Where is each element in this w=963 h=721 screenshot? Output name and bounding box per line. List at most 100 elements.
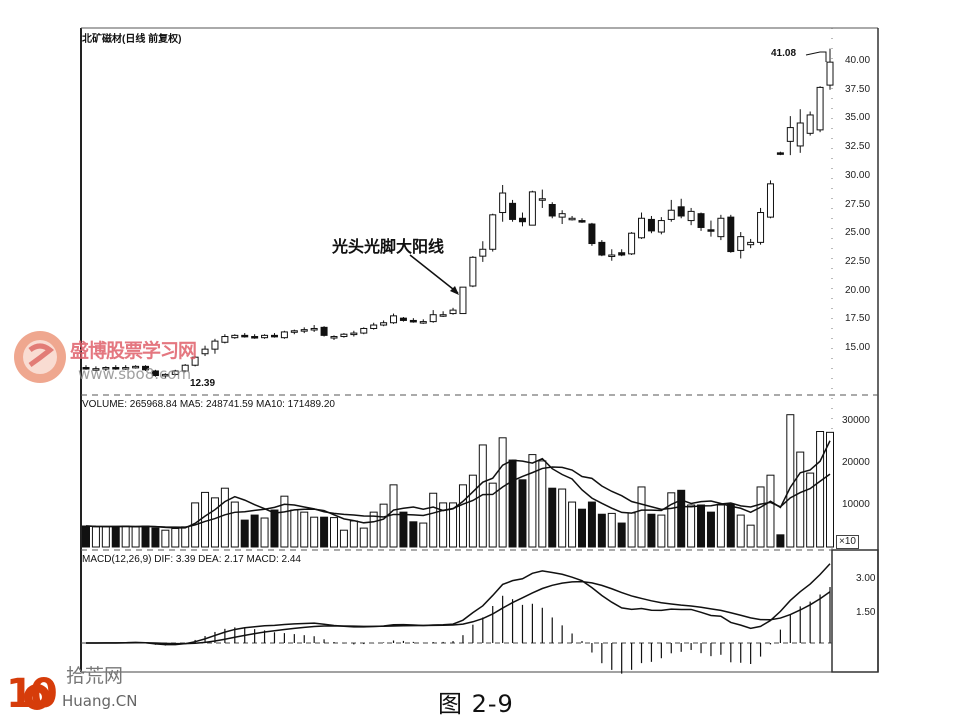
candle: [151, 369, 159, 377]
volume-bar: [578, 508, 586, 548]
candle: [568, 215, 576, 221]
volume-bar: [260, 517, 269, 548]
candle-body: [161, 373, 169, 377]
volume-bar: [587, 501, 596, 548]
candle-body: [757, 212, 765, 243]
candle-body: [102, 367, 110, 370]
site2-logo-gear-icon: [24, 684, 50, 710]
volume-bar: [151, 527, 160, 548]
candle: [330, 335, 338, 340]
candle: [261, 334, 269, 339]
candle: [687, 207, 695, 226]
volume-bar: [687, 504, 696, 548]
candle: [419, 319, 427, 324]
annotation-arrow: [409, 254, 459, 295]
volume-bar: [806, 472, 815, 548]
candle-body: [598, 241, 606, 256]
candles-layer: [82, 48, 834, 378]
volume-bar: [101, 526, 110, 548]
macd-dif-line: [86, 563, 831, 646]
volume-tick-label: 10000: [842, 499, 870, 510]
volume-layer: [82, 414, 834, 548]
candle: [766, 180, 774, 219]
candle: [300, 327, 308, 334]
candle-body: [280, 331, 288, 339]
volume-bar: [131, 526, 140, 548]
candle: [618, 249, 626, 257]
volume-bar: [201, 491, 210, 548]
volume-bar: [330, 517, 338, 548]
volume-bar: [756, 486, 765, 548]
candle-body: [826, 61, 834, 86]
candle: [231, 334, 239, 339]
candle: [132, 365, 140, 369]
candle-body: [509, 202, 517, 220]
candle: [161, 373, 169, 378]
candle-body: [261, 334, 269, 339]
candle-body: [439, 314, 447, 317]
candle: [489, 213, 497, 252]
price-tick-label: 25.00: [845, 227, 871, 239]
candle-body: [310, 327, 318, 331]
volume-bar: [776, 534, 785, 548]
candle: [479, 241, 487, 262]
high-price-label: 41.08: [771, 48, 797, 59]
volume-bar: [508, 459, 517, 548]
candle-body: [747, 241, 755, 246]
macd-tick-0: 3.00: [856, 573, 876, 584]
candle: [241, 333, 249, 338]
chart-title: 北矿磁材(日线 前复权): [82, 34, 182, 45]
watermark2-url: Huang.CN: [62, 692, 138, 710]
volume-ma5-line: [85, 440, 831, 529]
volume-bar: [746, 524, 755, 548]
volume-bar: [766, 474, 775, 548]
candle-body: [578, 220, 586, 223]
candle: [380, 320, 388, 327]
volume-bar: [240, 519, 249, 548]
candle-body: [707, 229, 715, 232]
candle-body: [499, 192, 507, 214]
volume-bar: [597, 513, 606, 548]
candle-body: [528, 191, 536, 226]
candle: [499, 184, 507, 222]
volume-bar: [320, 516, 329, 548]
candle-body: [429, 314, 437, 323]
candle: [102, 366, 110, 371]
candle-body: [816, 86, 824, 131]
candle-body: [419, 321, 427, 324]
price-tick-label: 32.50: [845, 141, 871, 153]
candle-body: [82, 367, 90, 370]
site1-logo: [14, 331, 66, 383]
price-tick-label: 17.50: [845, 313, 871, 325]
candle-body: [409, 319, 417, 323]
candle: [310, 325, 318, 332]
volume-header: VOLUME: 265968.84 MA5: 248741.59 MA10: 1…: [82, 399, 335, 410]
candle: [737, 232, 745, 259]
candle-body: [518, 217, 526, 223]
candle-body: [558, 213, 566, 218]
candle: [647, 215, 655, 234]
volume-bar: [498, 437, 507, 548]
candle-body: [290, 330, 298, 333]
volume-bar: [716, 504, 725, 548]
volume-bar: [82, 525, 90, 548]
candle-body: [350, 332, 358, 336]
candle-body: [380, 322, 388, 326]
candle-body: [122, 367, 130, 370]
volume-bar: [617, 522, 626, 548]
volume-unit-label: ×10: [836, 535, 859, 549]
candle-body: [370, 324, 378, 329]
volume-bar: [339, 529, 348, 548]
candle: [211, 338, 219, 354]
volume-bar: [161, 529, 170, 548]
candle: [469, 256, 477, 288]
volume-bar: [538, 460, 547, 548]
candle: [638, 212, 646, 239]
candle-body: [241, 334, 249, 338]
candle-body: [628, 232, 636, 255]
volume-bar: [449, 502, 458, 548]
volume-bar: [91, 526, 100, 548]
candle: [667, 199, 675, 222]
volume-bar: [290, 509, 299, 548]
